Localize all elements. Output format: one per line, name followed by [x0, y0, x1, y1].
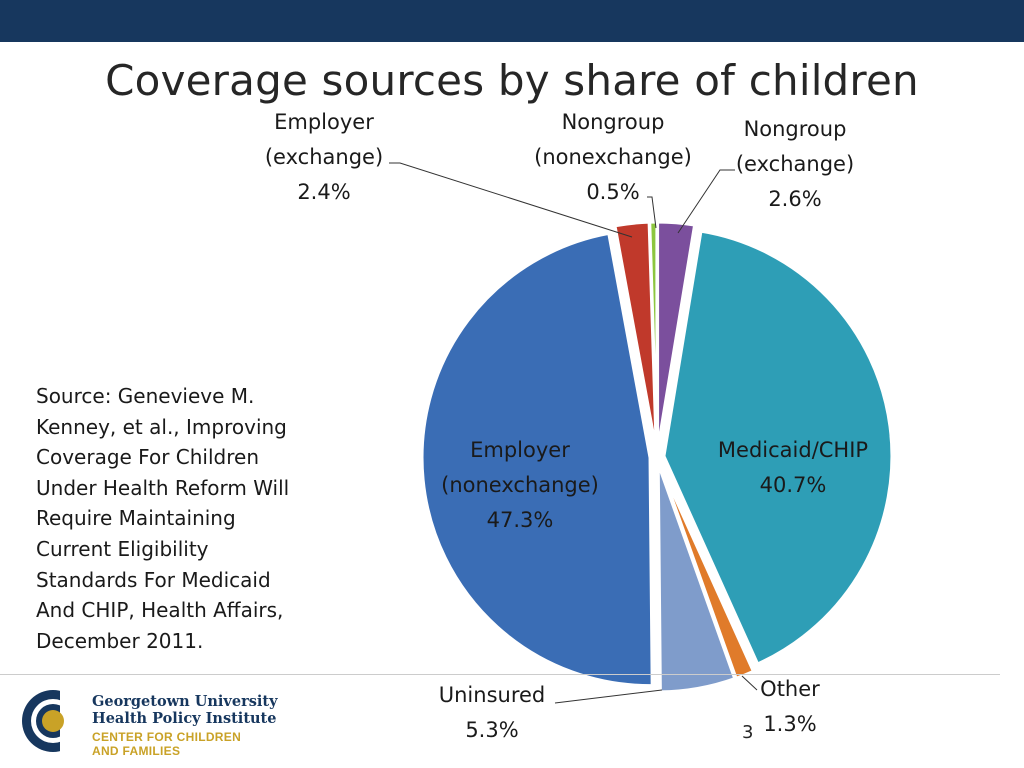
data-label-value: 47.3%: [487, 508, 554, 532]
data-label-value: 2.6%: [768, 187, 821, 211]
logo-text-line2: Health Policy Institute: [92, 710, 277, 727]
source-line: Under Health Reform Will: [36, 475, 290, 500]
leader-line: [554, 689, 663, 704]
logo-tagline1: CENTER FOR CHILDREN: [92, 730, 242, 744]
source-line: Kenney, et al., Improving: [36, 414, 287, 439]
source-citation: Source: Genevieve M. Kenney, et al., Imp…: [36, 381, 326, 656]
georgetown-logo: Georgetown University Health Policy Inst…: [20, 688, 278, 758]
source-line: And CHIP, Health Affairs,: [36, 598, 284, 623]
data-label-value: 2.4%: [297, 180, 350, 204]
source-line: December 2011.: [36, 628, 204, 653]
source-line: Standards For Medicaid: [36, 567, 271, 592]
data-label-value: 0.5%: [586, 180, 639, 204]
data-label-category: (exchange): [265, 145, 383, 169]
logo-emblem-icon: [22, 688, 86, 754]
footer-divider: [0, 674, 1000, 675]
source-line: Current Eligibility: [36, 536, 209, 561]
data-label-category: Medicaid/CHIP: [718, 438, 868, 462]
source-line: Coverage For Children: [36, 445, 259, 470]
logo-text-line1: Georgetown University: [92, 693, 278, 710]
pie-slice-medicaid-chip: [662, 229, 894, 666]
data-label-category: Uninsured: [439, 683, 546, 707]
header-bar: [0, 0, 1024, 42]
data-label-value: 1.3%: [763, 712, 816, 736]
leader-line: [389, 162, 633, 238]
pie-slice-employer-nonexchange: [420, 231, 654, 688]
data-label-category: (exchange): [736, 152, 854, 176]
pie-slice-uninsured: [656, 463, 737, 694]
pie-slice-nongroup-nonexchange: [648, 220, 659, 451]
data-label-value: 40.7%: [760, 473, 827, 497]
data-label-category: Nongroup: [744, 117, 847, 141]
page-number: 3: [742, 722, 754, 743]
data-label-category: Nongroup: [562, 110, 665, 134]
source-line: Require Maintaining: [36, 506, 236, 531]
data-label-category: Employer: [274, 110, 374, 134]
data-label-category: (nonexchange): [534, 145, 692, 169]
leader-line: [647, 196, 657, 229]
data-label-category: (nonexchange): [441, 473, 599, 497]
data-label-category: Other: [760, 677, 820, 701]
data-label-value: 5.3%: [465, 718, 518, 742]
logo-tagline2: AND FAMILIES: [92, 744, 181, 758]
source-line: Source: Genevieve M.: [36, 384, 255, 408]
page-title: Coverage sources by share of children: [105, 56, 919, 105]
leader-line: [677, 169, 735, 234]
data-label-category: Employer: [470, 438, 570, 462]
leader-line: [741, 675, 758, 691]
